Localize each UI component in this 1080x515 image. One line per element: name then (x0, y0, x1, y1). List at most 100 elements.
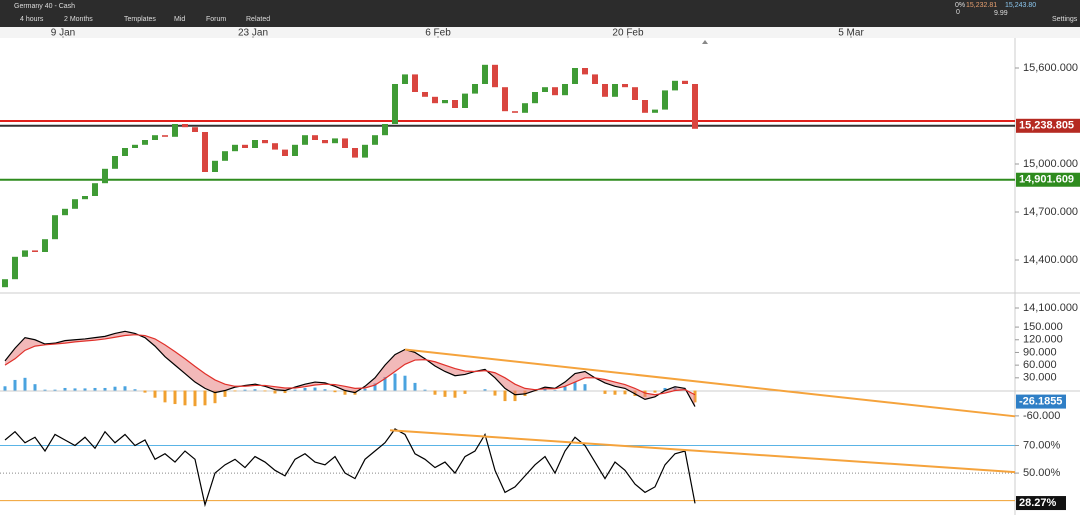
y-tick-label: 15,600.000 (1023, 62, 1078, 74)
candle-body (482, 64, 488, 84)
candle-body (562, 84, 568, 96)
histogram-bar (303, 387, 307, 391)
candle-body (342, 138, 348, 148)
candle-body (252, 140, 258, 148)
candle-body (62, 208, 68, 216)
histogram-bar (333, 390, 337, 393)
y-tick-label: 14,100.000 (1023, 302, 1078, 314)
histogram-bar (93, 387, 97, 391)
histogram-bar (283, 390, 287, 394)
candle-body (182, 124, 188, 128)
histogram-bar (253, 389, 257, 391)
change-value: 0 (956, 9, 960, 16)
candle-body (502, 87, 508, 112)
candle-body (242, 144, 248, 148)
histogram-bar (403, 375, 407, 391)
candle-body (692, 84, 698, 129)
candle-body (582, 68, 588, 75)
candle-body (452, 100, 458, 108)
forum[interactable]: Forum (206, 16, 227, 23)
histogram-bar (23, 377, 27, 391)
y-tick-label: 120.000 (1023, 334, 1063, 346)
candle-body (272, 143, 278, 150)
change: 0% (955, 2, 966, 9)
x-tick-label: 20 Feb (612, 28, 644, 39)
histogram-bar (453, 390, 457, 398)
candle-body (142, 140, 148, 145)
trendline (389, 429, 1016, 474)
y-tick-label: 70.00% (1023, 439, 1061, 451)
histogram-bar (653, 390, 657, 393)
histogram-bar (663, 387, 667, 391)
instrument[interactable]: Germany 40 - Cash (14, 3, 76, 10)
current-label: -26.1855 (1019, 395, 1062, 407)
histogram-bar (613, 390, 617, 395)
histogram-bar (233, 390, 237, 392)
candle-body (472, 84, 478, 94)
histogram-bar (113, 386, 117, 391)
level-label-bg (1016, 172, 1080, 187)
templates[interactable]: Templates (124, 16, 156, 23)
candle-body (42, 239, 48, 252)
histogram-bar (343, 390, 347, 395)
candle-body (232, 144, 238, 152)
y-tick-label: -60.000 (1023, 410, 1060, 422)
price-type[interactable]: Mid (174, 16, 186, 23)
y-tick-label: 50.00% (1023, 467, 1061, 479)
chart: 14,100.000 14,400.000 14,700.000 15,000.000… (0, 27, 1080, 515)
histogram-bar (33, 384, 37, 391)
candle-body (112, 156, 118, 169)
histogram-bar (443, 390, 447, 397)
candle-body (462, 93, 468, 108)
date-axis-bg (0, 27, 1080, 38)
histogram-bar (583, 384, 587, 391)
histogram-bar (413, 382, 417, 391)
histogram-bar (173, 390, 177, 405)
histogram-bar (53, 389, 57, 391)
histogram-bar (433, 390, 437, 395)
candle-body (332, 138, 338, 144)
histogram-bar (563, 386, 567, 391)
current-label-bg (1016, 496, 1066, 511)
histogram-bar (573, 382, 577, 391)
y-tick-label: 15,000.000 (1023, 158, 1078, 170)
interval[interactable]: 4 hours (20, 16, 44, 23)
candle-body (362, 144, 368, 158)
histogram-bar (623, 390, 627, 395)
candle-body (642, 100, 648, 113)
histogram-bar (183, 390, 187, 406)
candle-body (522, 103, 528, 113)
candle-body (222, 151, 228, 161)
candle-body (382, 124, 388, 136)
histogram-bar (133, 389, 137, 391)
histogram-bar (63, 387, 67, 391)
candle-body (122, 148, 128, 156)
candle-body (622, 84, 628, 88)
range[interactable]: 2 Months (64, 16, 93, 23)
candle-body (682, 80, 688, 84)
candle-body (322, 140, 328, 144)
candle-body (262, 140, 268, 144)
sell[interactable]: 15,232.81 (966, 2, 998, 9)
candle-body (442, 100, 448, 104)
histogram-bar (243, 389, 247, 391)
level-label: 15,238.805 (1019, 120, 1074, 132)
histogram-bar (363, 388, 367, 391)
y-tick-label: 90.000 (1023, 346, 1057, 358)
settings[interactable]: Settings (1052, 16, 1078, 23)
candle-body (172, 124, 178, 137)
series-line (4, 330, 696, 407)
related[interactable]: Related (246, 16, 271, 23)
histogram-bar (313, 387, 317, 391)
candle-body (152, 135, 158, 140)
histogram-bar (513, 390, 517, 402)
candle-body (632, 87, 638, 100)
series-line (4, 334, 696, 396)
histogram-bar (393, 373, 397, 391)
histogram-bar (103, 387, 107, 391)
candle-body (672, 80, 678, 91)
histogram-bar (83, 388, 87, 391)
buy[interactable]: 15,243.80 (1005, 2, 1037, 9)
candle-body (132, 144, 138, 148)
